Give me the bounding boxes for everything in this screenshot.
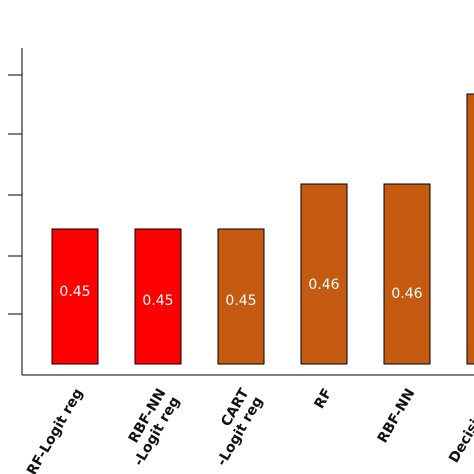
- category-label: RF: [311, 386, 335, 412]
- category-labels: RF-Logit reg RBF-NN-Logit reg CART-Logit r…: [24, 386, 474, 474]
- value-labels: 0.45 0.45 0.45 0.46 0.46: [59, 277, 422, 309]
- category-label-line: RF: [311, 386, 335, 412]
- category-label-line: RF-Logit reg: [24, 386, 86, 474]
- category-label-line: Decision...: [446, 386, 474, 466]
- category-label: CART-Logit reg: [214, 386, 266, 469]
- bar-value-label: 0.46: [308, 277, 339, 293]
- category-label-line: RBF-NN: [375, 386, 419, 446]
- bar: [217, 228, 265, 365]
- bar: [51, 228, 99, 365]
- bar: [134, 228, 182, 365]
- bar-value-label: 0.46: [391, 286, 422, 302]
- category-label: RBF-NN: [375, 386, 419, 446]
- bar-value-label: 0.45: [225, 293, 256, 309]
- bar: [466, 93, 474, 365]
- category-label: RF-Logit reg: [24, 386, 86, 474]
- bar: [383, 183, 431, 365]
- bar-value-label: 0.45: [59, 284, 90, 300]
- bar: [300, 183, 348, 365]
- axes: [8, 48, 474, 376]
- bars: [51, 93, 474, 365]
- category-label: Decision...: [446, 386, 474, 466]
- category-label: RBF-NN-Logit reg: [126, 386, 184, 469]
- bar-value-label: 0.45: [142, 293, 173, 309]
